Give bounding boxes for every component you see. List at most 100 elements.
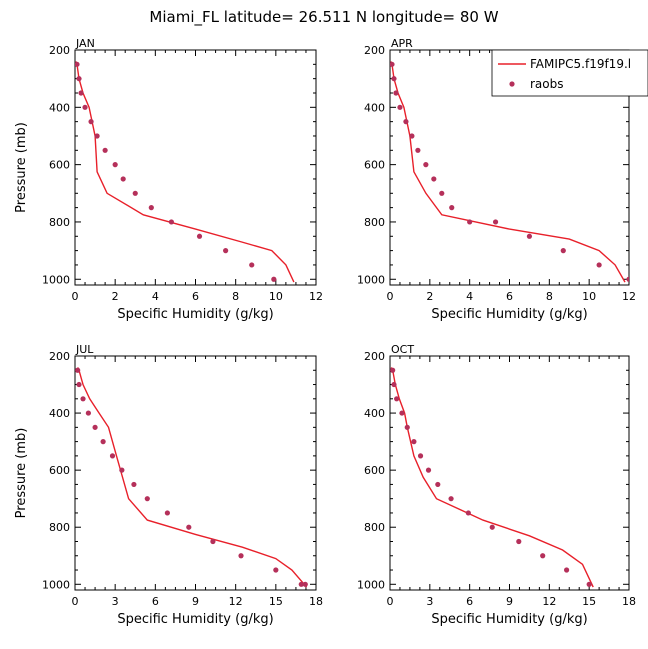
raobs-point (76, 76, 82, 82)
x-axis-label: Specific Humidity (g/kg) (431, 307, 587, 322)
raobs-point (144, 496, 150, 502)
raobs-point (120, 176, 126, 182)
raobs-point (186, 524, 192, 530)
raobs-point (102, 147, 108, 153)
raobs-point (271, 276, 277, 282)
x-tick-label: 12 (229, 595, 243, 608)
panel-label: OCT (391, 343, 414, 356)
raobs-point (563, 567, 570, 573)
y-tick-label: 600 (49, 464, 70, 477)
y-tick-label: 200 (49, 350, 70, 363)
x-tick-label: 9 (192, 595, 199, 608)
x-tick-label: 3 (426, 595, 433, 608)
raobs-point (492, 219, 499, 225)
plot-frame (74, 49, 317, 286)
x-tick-label: 6 (192, 290, 199, 303)
x-tick-label: 4 (466, 290, 473, 303)
legend-box (491, 49, 648, 97)
raobs-point (526, 233, 533, 239)
y-tick-label: 800 (49, 216, 70, 229)
raobs-point (397, 104, 403, 110)
raobs-point (148, 205, 154, 211)
legend-label-raobs: raobs (530, 77, 564, 91)
x-axis-label: Specific Humidity (g/kg) (117, 307, 273, 322)
raobs-point (80, 396, 86, 402)
raobs-point (393, 90, 399, 96)
raobs-point (586, 581, 592, 587)
y-tick-label: 800 (364, 216, 385, 229)
y-tick-label: 200 (364, 44, 385, 57)
x-tick-label: 18 (622, 595, 636, 608)
legend-marker-swatch (509, 81, 515, 87)
raobs-point (403, 119, 409, 125)
raobs-point (448, 496, 454, 502)
raobs-point (82, 104, 88, 110)
x-tick-label: 15 (269, 595, 283, 608)
y-tick-label: 800 (49, 521, 70, 534)
raobs-point (390, 61, 395, 67)
raobs-point (390, 367, 396, 373)
x-tick-label: 4 (152, 290, 159, 303)
x-tick-label: 6 (466, 595, 473, 608)
x-tick-label: 9 (506, 595, 513, 608)
raobs-point (210, 538, 216, 545)
x-tick-label: 0 (387, 290, 394, 303)
raobs-point (302, 581, 308, 587)
x-tick-label: 8 (546, 290, 553, 303)
raobs-point (94, 133, 100, 139)
y-tick-label: 1000 (42, 273, 70, 286)
raobs-point (425, 467, 432, 473)
figure-title: Miami_FL latitude= 26.511 N longitude= 8… (149, 8, 498, 27)
raobs-point (409, 133, 415, 139)
x-tick-label: 12 (309, 290, 323, 303)
raobs-point (249, 262, 255, 268)
raobs-point (626, 276, 629, 282)
legend-label-model: FAMIPC5.f19f19.l (530, 57, 631, 71)
raobs-point (238, 553, 244, 559)
y-tick-label: 400 (49, 407, 70, 420)
raobs-point (394, 396, 400, 402)
raobs-point (435, 481, 441, 488)
raobs-point (273, 567, 279, 573)
x-tick-label: 0 (72, 595, 79, 608)
panel-label: JAN (75, 37, 95, 50)
x-tick-label: 6 (506, 290, 513, 303)
model-profile-line (75, 61, 295, 283)
raobs-point (516, 538, 522, 545)
raobs-point (76, 381, 82, 388)
raobs-point (132, 190, 138, 196)
raobs-point (465, 510, 471, 516)
x-tick-label: 10 (582, 290, 596, 303)
x-axis-label: Specific Humidity (g/kg) (117, 612, 273, 627)
raobs-point (391, 381, 397, 388)
raobs-point (196, 233, 203, 239)
panels: 0 2 4 6 8 10 12 200 400 600 800 1000 JAN Specific Hum… (14, 37, 636, 627)
raobs-point (560, 248, 566, 254)
y-tick-label: 1000 (357, 578, 385, 591)
model-profile-line (77, 367, 308, 588)
y-tick-label: 600 (49, 159, 70, 172)
plot-frame (74, 355, 317, 591)
y-tick-label: 600 (364, 464, 385, 477)
panel-label: APR (391, 37, 413, 50)
raobs-point (596, 262, 602, 268)
raobs-point (88, 119, 94, 125)
raobs-point (75, 367, 81, 373)
x-tick-label: 12 (542, 595, 556, 608)
raobs-point (439, 190, 445, 196)
raobs-point (131, 481, 137, 488)
raobs-point (168, 219, 174, 225)
raobs-point (449, 205, 455, 211)
raobs-point (431, 176, 437, 182)
x-tick-label: 12 (622, 290, 636, 303)
raobs-point (164, 510, 170, 516)
raobs-point (411, 439, 417, 445)
x-tick-label: 2 (426, 290, 433, 303)
y-tick-label: 1000 (42, 578, 70, 591)
raobs-point (540, 553, 546, 559)
raobs-point (100, 439, 106, 445)
y-tick-label: 400 (364, 101, 385, 114)
raobs-point (423, 162, 429, 168)
x-tick-label: 2 (112, 290, 119, 303)
